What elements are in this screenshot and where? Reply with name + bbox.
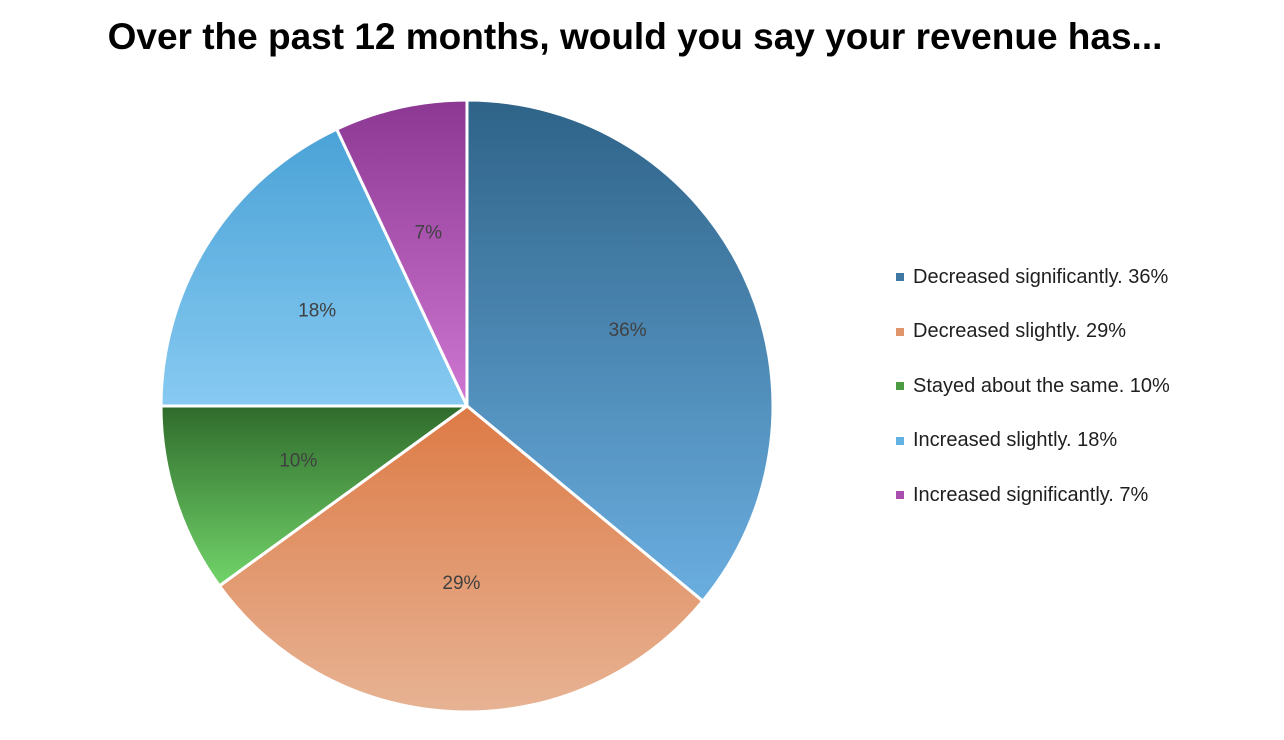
legend-label: Decreased slightly. 29% bbox=[913, 320, 1127, 343]
data-label-decreased-significantly: 36% bbox=[609, 320, 647, 341]
legend-label: Increased slightly. 18% bbox=[913, 429, 1118, 452]
pie-slice-decreased-slightly bbox=[217, 404, 705, 714]
legend-item-increased-significantly: Increased significantly. 7% bbox=[896, 468, 1170, 523]
legend-label: Decreased significantly. 36% bbox=[913, 265, 1169, 288]
data-label-increased-significantly: 7% bbox=[415, 222, 443, 243]
pie-slice-increased-significantly bbox=[335, 98, 469, 408]
pie-slice-decreased-significantly bbox=[465, 98, 775, 603]
data-label-increased-slightly: 18% bbox=[298, 300, 336, 321]
legend-swatch bbox=[896, 491, 904, 500]
legend-label: Stayed about the same. 10% bbox=[913, 374, 1170, 397]
data-label-decreased-slightly: 29% bbox=[442, 573, 480, 594]
legend-swatch bbox=[896, 273, 904, 282]
pie-slice-increased-slightly bbox=[159, 127, 469, 408]
legend-swatch bbox=[896, 327, 904, 336]
legend-item-decreased-significantly: Decreased significantly. 36% bbox=[896, 250, 1170, 305]
legend-item-increased-slightly: Increased slightly. 18% bbox=[896, 414, 1170, 469]
chart-legend: Decreased significantly. 36% Decreased s… bbox=[896, 250, 1170, 523]
data-label-stayed-about-the-same: 10% bbox=[279, 450, 317, 471]
legend-item-decreased-slightly: Decreased slightly. 29% bbox=[896, 305, 1170, 360]
legend-item-stayed-about-the-same: Stayed about the same. 10% bbox=[896, 359, 1170, 414]
legend-swatch bbox=[896, 436, 904, 445]
pie-slice-stayed-about-the-same bbox=[159, 404, 469, 588]
legend-swatch bbox=[896, 382, 904, 391]
chart-title: Over the past 12 months, would you say y… bbox=[107, 16, 1163, 57]
legend-label: Increased significantly. 7% bbox=[913, 483, 1149, 506]
